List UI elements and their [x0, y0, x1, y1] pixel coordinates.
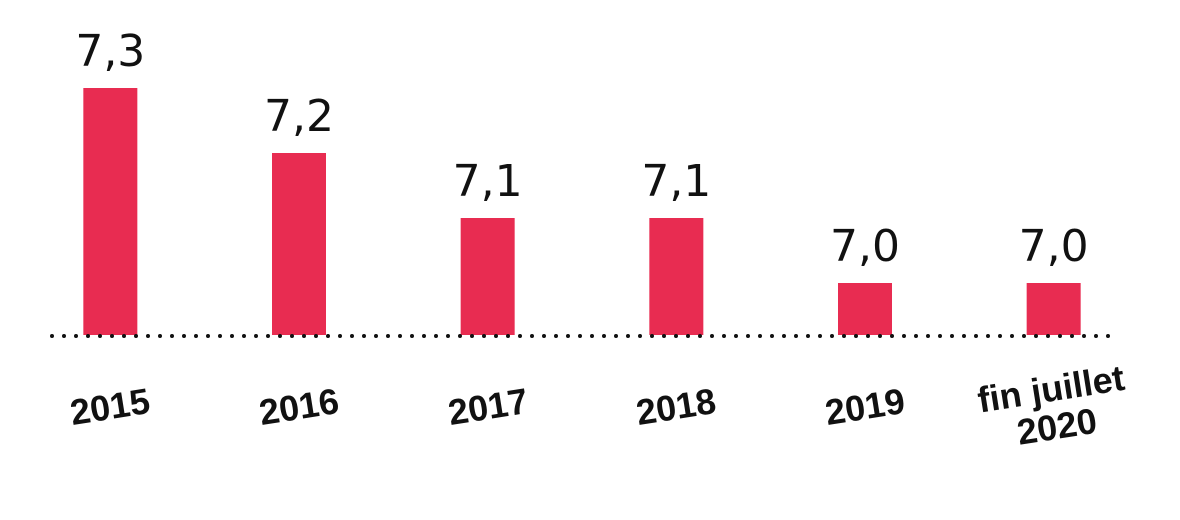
bar — [83, 88, 138, 335]
bar — [838, 283, 892, 335]
bar — [649, 218, 704, 335]
bar — [1026, 283, 1081, 335]
value-label: 7,1 — [641, 156, 711, 207]
value-label: 7,0 — [1019, 221, 1089, 272]
value-label: 7,0 — [830, 221, 900, 272]
bar — [272, 153, 326, 335]
value-label: 7,1 — [453, 156, 523, 207]
bar — [460, 218, 515, 335]
value-label: 7,3 — [75, 26, 145, 77]
value-label: 7,2 — [264, 91, 334, 142]
